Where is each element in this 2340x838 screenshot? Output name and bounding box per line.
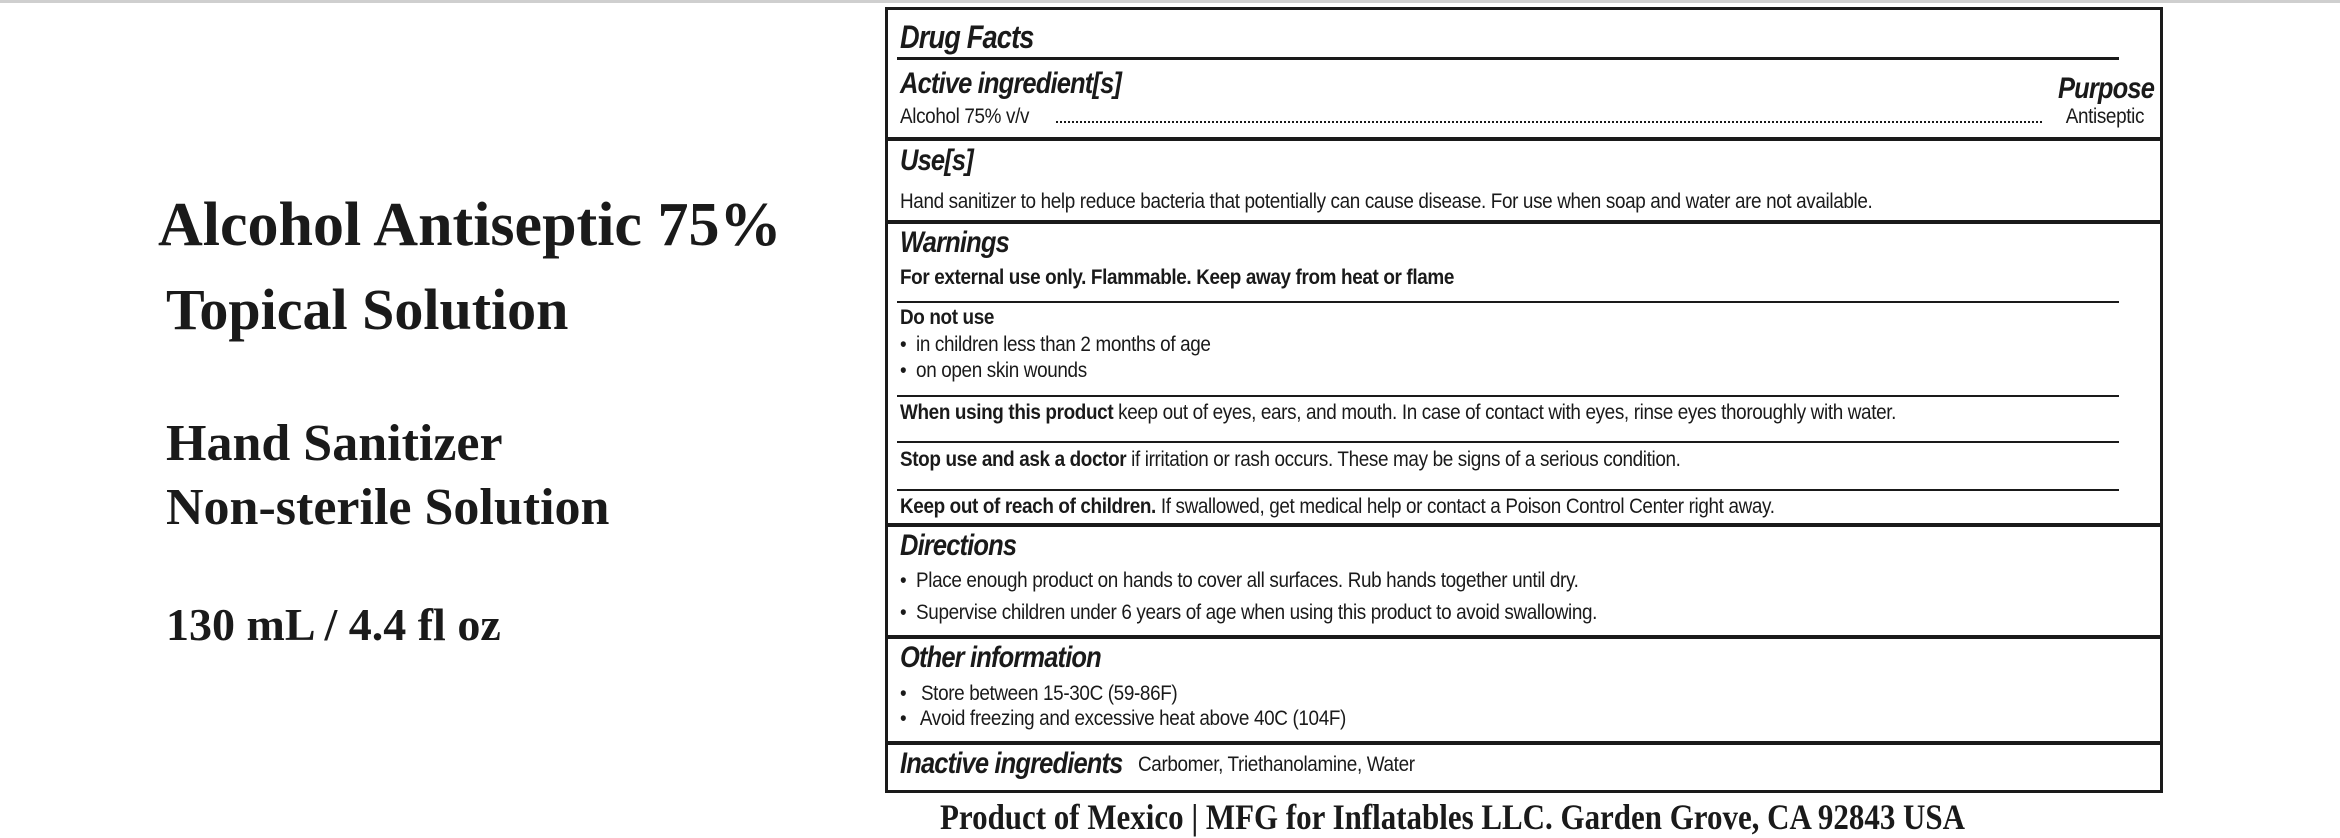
- do-not-use-item: • on open skin wounds: [900, 359, 1087, 383]
- other-info-text: Avoid freezing and excessive heat above …: [919, 707, 1346, 730]
- when-using-warning: When using this product keep out of eyes…: [900, 401, 1896, 425]
- product-subtitle: Topical Solution: [166, 277, 569, 342]
- warning-rule: [897, 301, 2119, 303]
- warning-rule: [897, 395, 2119, 397]
- other-info-heading: Other information: [900, 641, 1102, 674]
- direction-item: • Place enough product on hands to cover…: [900, 569, 1579, 593]
- stop-use-text: if irritation or rash occurs. These may …: [1126, 448, 1681, 471]
- do-not-use-item: • in children less than 2 months of age: [900, 333, 1211, 357]
- section-divider: [888, 220, 2160, 224]
- section-divider: [888, 635, 2160, 639]
- manufacturer-footer: Product of Mexico | MFG for Inflatables …: [940, 797, 1965, 837]
- purpose-value: Antiseptic: [2065, 105, 2145, 128]
- product-volume: 130 mL / 4.4 fl oz: [166, 599, 501, 650]
- when-using-label: When using this product: [900, 401, 1114, 424]
- uses-heading: Use[s]: [900, 144, 974, 177]
- inactive-heading: Inactive ingredients: [900, 747, 1123, 780]
- direction-item: • Supervise children under 6 years of ag…: [900, 601, 1597, 625]
- heading-rule: [897, 57, 2119, 60]
- drug-facts-heading: Drug Facts: [900, 19, 1034, 55]
- section-divider: [888, 523, 2160, 527]
- warnings-heading: Warnings: [900, 226, 1010, 259]
- keep-out-label: Keep out of reach of children.: [900, 495, 1156, 518]
- other-info-text: Store between 15-30C (59-86F): [920, 682, 1178, 705]
- do-not-use-text: in children less than 2 months of age: [916, 333, 1211, 356]
- do-not-use-text: on open skin wounds: [916, 359, 1087, 382]
- bullet-icon: •: [900, 569, 907, 592]
- section-divider: [888, 137, 2160, 141]
- external-use-warning: For external use only. Flammable. Keep a…: [900, 266, 1454, 289]
- leader-dots: [1056, 121, 2042, 123]
- do-not-use-heading: Do not use: [900, 306, 995, 329]
- bullet-icon: •: [900, 682, 907, 705]
- direction-text: Supervise children under 6 years of age …: [916, 601, 1598, 624]
- drug-facts-panel: Drug Facts Active ingredient[s] Purpose …: [885, 7, 2163, 793]
- inactive-text: Carbomer, Triethanolamine, Water: [1138, 753, 1415, 776]
- directions-heading: Directions: [900, 529, 1017, 562]
- uses-text: Hand sanitizer to help reduce bacteria t…: [900, 190, 1873, 213]
- stop-use-label: Stop use and ask a doctor: [900, 448, 1127, 471]
- keep-out-text: If swallowed, get medical help or contac…: [1155, 495, 1775, 518]
- bullet-icon: •: [900, 333, 907, 356]
- warning-rule: [897, 489, 2119, 491]
- top-border: [0, 0, 2340, 3]
- bullet-icon: •: [900, 707, 907, 730]
- keep-out-warning: Keep out of reach of children. If swallo…: [900, 495, 1775, 519]
- direction-text: Place enough product on hands to cover a…: [916, 569, 1579, 592]
- product-title: Alcohol Antiseptic 75%: [158, 191, 782, 259]
- section-divider: [888, 741, 2160, 745]
- active-ingredient: Alcohol 75% v/v: [900, 105, 1030, 128]
- other-info-item: • Store between 15-30C (59-86F): [900, 682, 1178, 706]
- warning-rule: [897, 441, 2119, 443]
- other-info-item: • Avoid freezing and excessive heat abov…: [900, 707, 1346, 731]
- bullet-icon: •: [900, 601, 907, 624]
- bullet-icon: •: [900, 359, 907, 382]
- product-type-line1: Hand Sanitizer: [166, 415, 503, 472]
- stop-use-warning: Stop use and ask a doctor if irritation …: [900, 448, 1681, 472]
- purpose-heading: Purpose: [2057, 72, 2155, 105]
- active-ingredient-heading: Active ingredient[s]: [900, 67, 1122, 100]
- product-type-line2: Non-sterile Solution: [166, 479, 610, 536]
- when-using-text: keep out of eyes, ears, and mouth. In ca…: [1113, 401, 1897, 424]
